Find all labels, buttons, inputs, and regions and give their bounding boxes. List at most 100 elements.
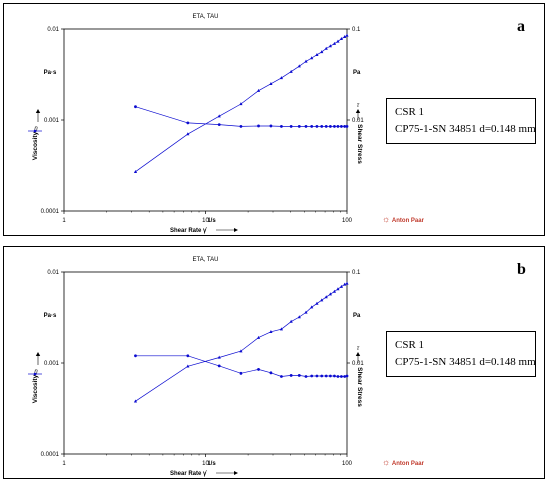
y-right-tick-label: 0.1 (352, 27, 361, 33)
data-point-right (217, 114, 221, 118)
data-point-right (328, 292, 332, 296)
data-point-right (269, 81, 273, 85)
x-tick-label: 1 (62, 218, 66, 224)
data-point-left (186, 354, 190, 358)
data-point-left (280, 375, 283, 378)
logo-text: Anton Paar (391, 218, 424, 224)
data-point-left (336, 375, 340, 378)
data-point-left (345, 125, 349, 128)
y-right-tick-label: 0.1 (352, 270, 361, 276)
data-point-right (310, 56, 314, 60)
data-point-left (297, 374, 301, 377)
data-point-right (332, 289, 337, 293)
x-tick-label: 10 (202, 218, 209, 224)
data-point-right (279, 327, 284, 331)
anton-paar-logo: ☼ Anton Paar (382, 214, 424, 224)
chart-svg-b: ETA, TAU 1 10 100 0.0001 0.001 0.01 0.01 0.1 Pa·s… (28, 257, 364, 477)
data-point-right (339, 284, 344, 288)
data-point-right (186, 132, 190, 136)
data-point-right (289, 69, 293, 73)
data-point-right (345, 33, 349, 37)
data-point-left (336, 125, 340, 128)
data-point-right (186, 364, 190, 368)
x-axis-arrow-head (234, 471, 238, 475)
y-left-tick-label: 0.001 (44, 118, 60, 124)
data-point-left (320, 125, 324, 128)
data-point-left (297, 125, 301, 128)
data-point-left (315, 374, 319, 378)
y-left-arrow-head (35, 352, 41, 356)
y-right-label: Shear Stress (356, 367, 363, 407)
data-point-left (289, 125, 293, 128)
y-right-arrow-head (355, 109, 361, 113)
plot-frame (63, 28, 348, 212)
data-point-left (343, 375, 347, 378)
data-point-left (134, 105, 137, 109)
data-point-left (257, 368, 260, 371)
data-point-left (328, 125, 332, 128)
data-point-right (289, 319, 293, 323)
y-left-tick-label: 0.001 (44, 361, 60, 367)
x-tick-label: 100 (342, 218, 353, 224)
data-point-left (269, 124, 273, 128)
data-point-left (269, 371, 273, 375)
y-left-symbol: η (34, 126, 38, 132)
legend-line-1: CSR 1 (395, 106, 425, 118)
logo-icon: ☼ (382, 214, 391, 224)
logo-text: Anton Paar (391, 461, 424, 467)
data-point-right (304, 59, 308, 63)
y-right-label: Shear Stress (356, 124, 363, 164)
data-point-left (217, 123, 221, 127)
y-left-unit: Pa·s (44, 70, 57, 76)
x-unit: 1/s (207, 218, 216, 224)
data-point-left (343, 125, 347, 128)
data-point-right (315, 301, 319, 305)
data-point-right (343, 35, 347, 39)
y-left-label: Viscosity (32, 131, 39, 160)
data-point-left (217, 364, 221, 368)
series-line-left (135, 106, 347, 127)
y-left-tick-label: 0.0001 (41, 209, 60, 215)
data-point-right (324, 295, 328, 299)
panel-label-a: a (517, 18, 525, 35)
data-point-right (297, 64, 301, 68)
y-right-tick-label: 0.01 (352, 118, 364, 124)
x-tick-label: 10 (202, 461, 209, 467)
data-point-left (345, 374, 349, 378)
x-tick-label: 100 (342, 461, 353, 467)
data-point-right (297, 315, 301, 319)
data-point-left (280, 125, 283, 128)
panel-label-b: b (517, 261, 526, 278)
data-point-right (269, 330, 273, 334)
data-point-left (310, 374, 314, 378)
legend-eta-marker (33, 372, 37, 376)
data-point-right (239, 349, 243, 353)
data-point-left (333, 374, 336, 378)
legend-box-a: CSR 1 CP75-1-SN 34851 d=0.148 mm (386, 98, 536, 144)
data-point-left (310, 125, 314, 128)
y-right-unit: Pa (353, 70, 361, 76)
y-right-unit: Pa (353, 313, 361, 319)
data-point-left (324, 125, 328, 128)
data-point-left (333, 125, 336, 128)
data-point-left (320, 374, 324, 378)
x-tick-label: 1 (62, 461, 66, 467)
y-right-symbol: τ (357, 103, 360, 109)
legend-line-1: CSR 1 (395, 339, 425, 351)
data-point-left (239, 371, 243, 375)
data-point-left (289, 374, 293, 377)
data-point-right (336, 39, 340, 43)
y-left-tick-label: 0.01 (47, 270, 59, 276)
data-point-right (133, 169, 138, 173)
data-point-right (315, 53, 319, 57)
data-point-right (239, 102, 243, 106)
data-point-right (256, 88, 261, 92)
legend-box-b: CSR 1 CP75-1-SN 34851 d=0.148 mm (386, 331, 536, 377)
logo-icon: ☼ (382, 457, 391, 467)
data-point-right (310, 305, 314, 309)
data-point-left (328, 374, 332, 378)
data-point-left (239, 125, 243, 128)
x-axis-label: Shear Rate γ̇ (170, 471, 207, 477)
chart-panel-b: ETA, TAU 1 10 100 0.0001 0.001 0.01 0.01 0.1 Pa·s… (3, 246, 545, 479)
data-point-left (257, 124, 260, 128)
